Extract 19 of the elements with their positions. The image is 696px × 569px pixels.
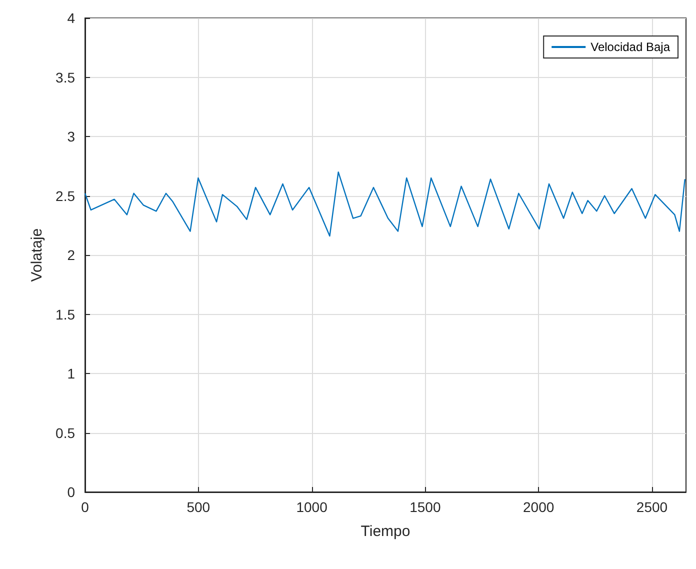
x-tick-label: 2000 [523, 499, 554, 515]
x-tick-label: 0 [81, 499, 90, 515]
x-tick-label: 500 [186, 499, 210, 515]
y-tick-label: 0.5 [56, 424, 76, 441]
y-tick-label: 1 [67, 366, 76, 382]
y-tick-label: 4 [67, 10, 76, 26]
y-tick-label: 0 [67, 484, 76, 500]
x-axis-title: Tiempo [360, 523, 410, 540]
y-tick-label: 3 [67, 128, 76, 144]
y-tick-label: 2 [67, 247, 76, 263]
x-tick-label: 1500 [410, 499, 441, 515]
x-tick-label: 2500 [636, 499, 668, 515]
y-axis-title: Volataje [28, 228, 46, 282]
x-tick-label: 1000 [296, 499, 328, 515]
y-tick-label: 1.5 [56, 306, 76, 322]
y-tick-label: 2.5 [56, 188, 76, 204]
legend-label: Velocidad Baja [590, 40, 670, 54]
y-tick-label: 3.5 [56, 69, 76, 86]
line-series [84, 171, 686, 237]
